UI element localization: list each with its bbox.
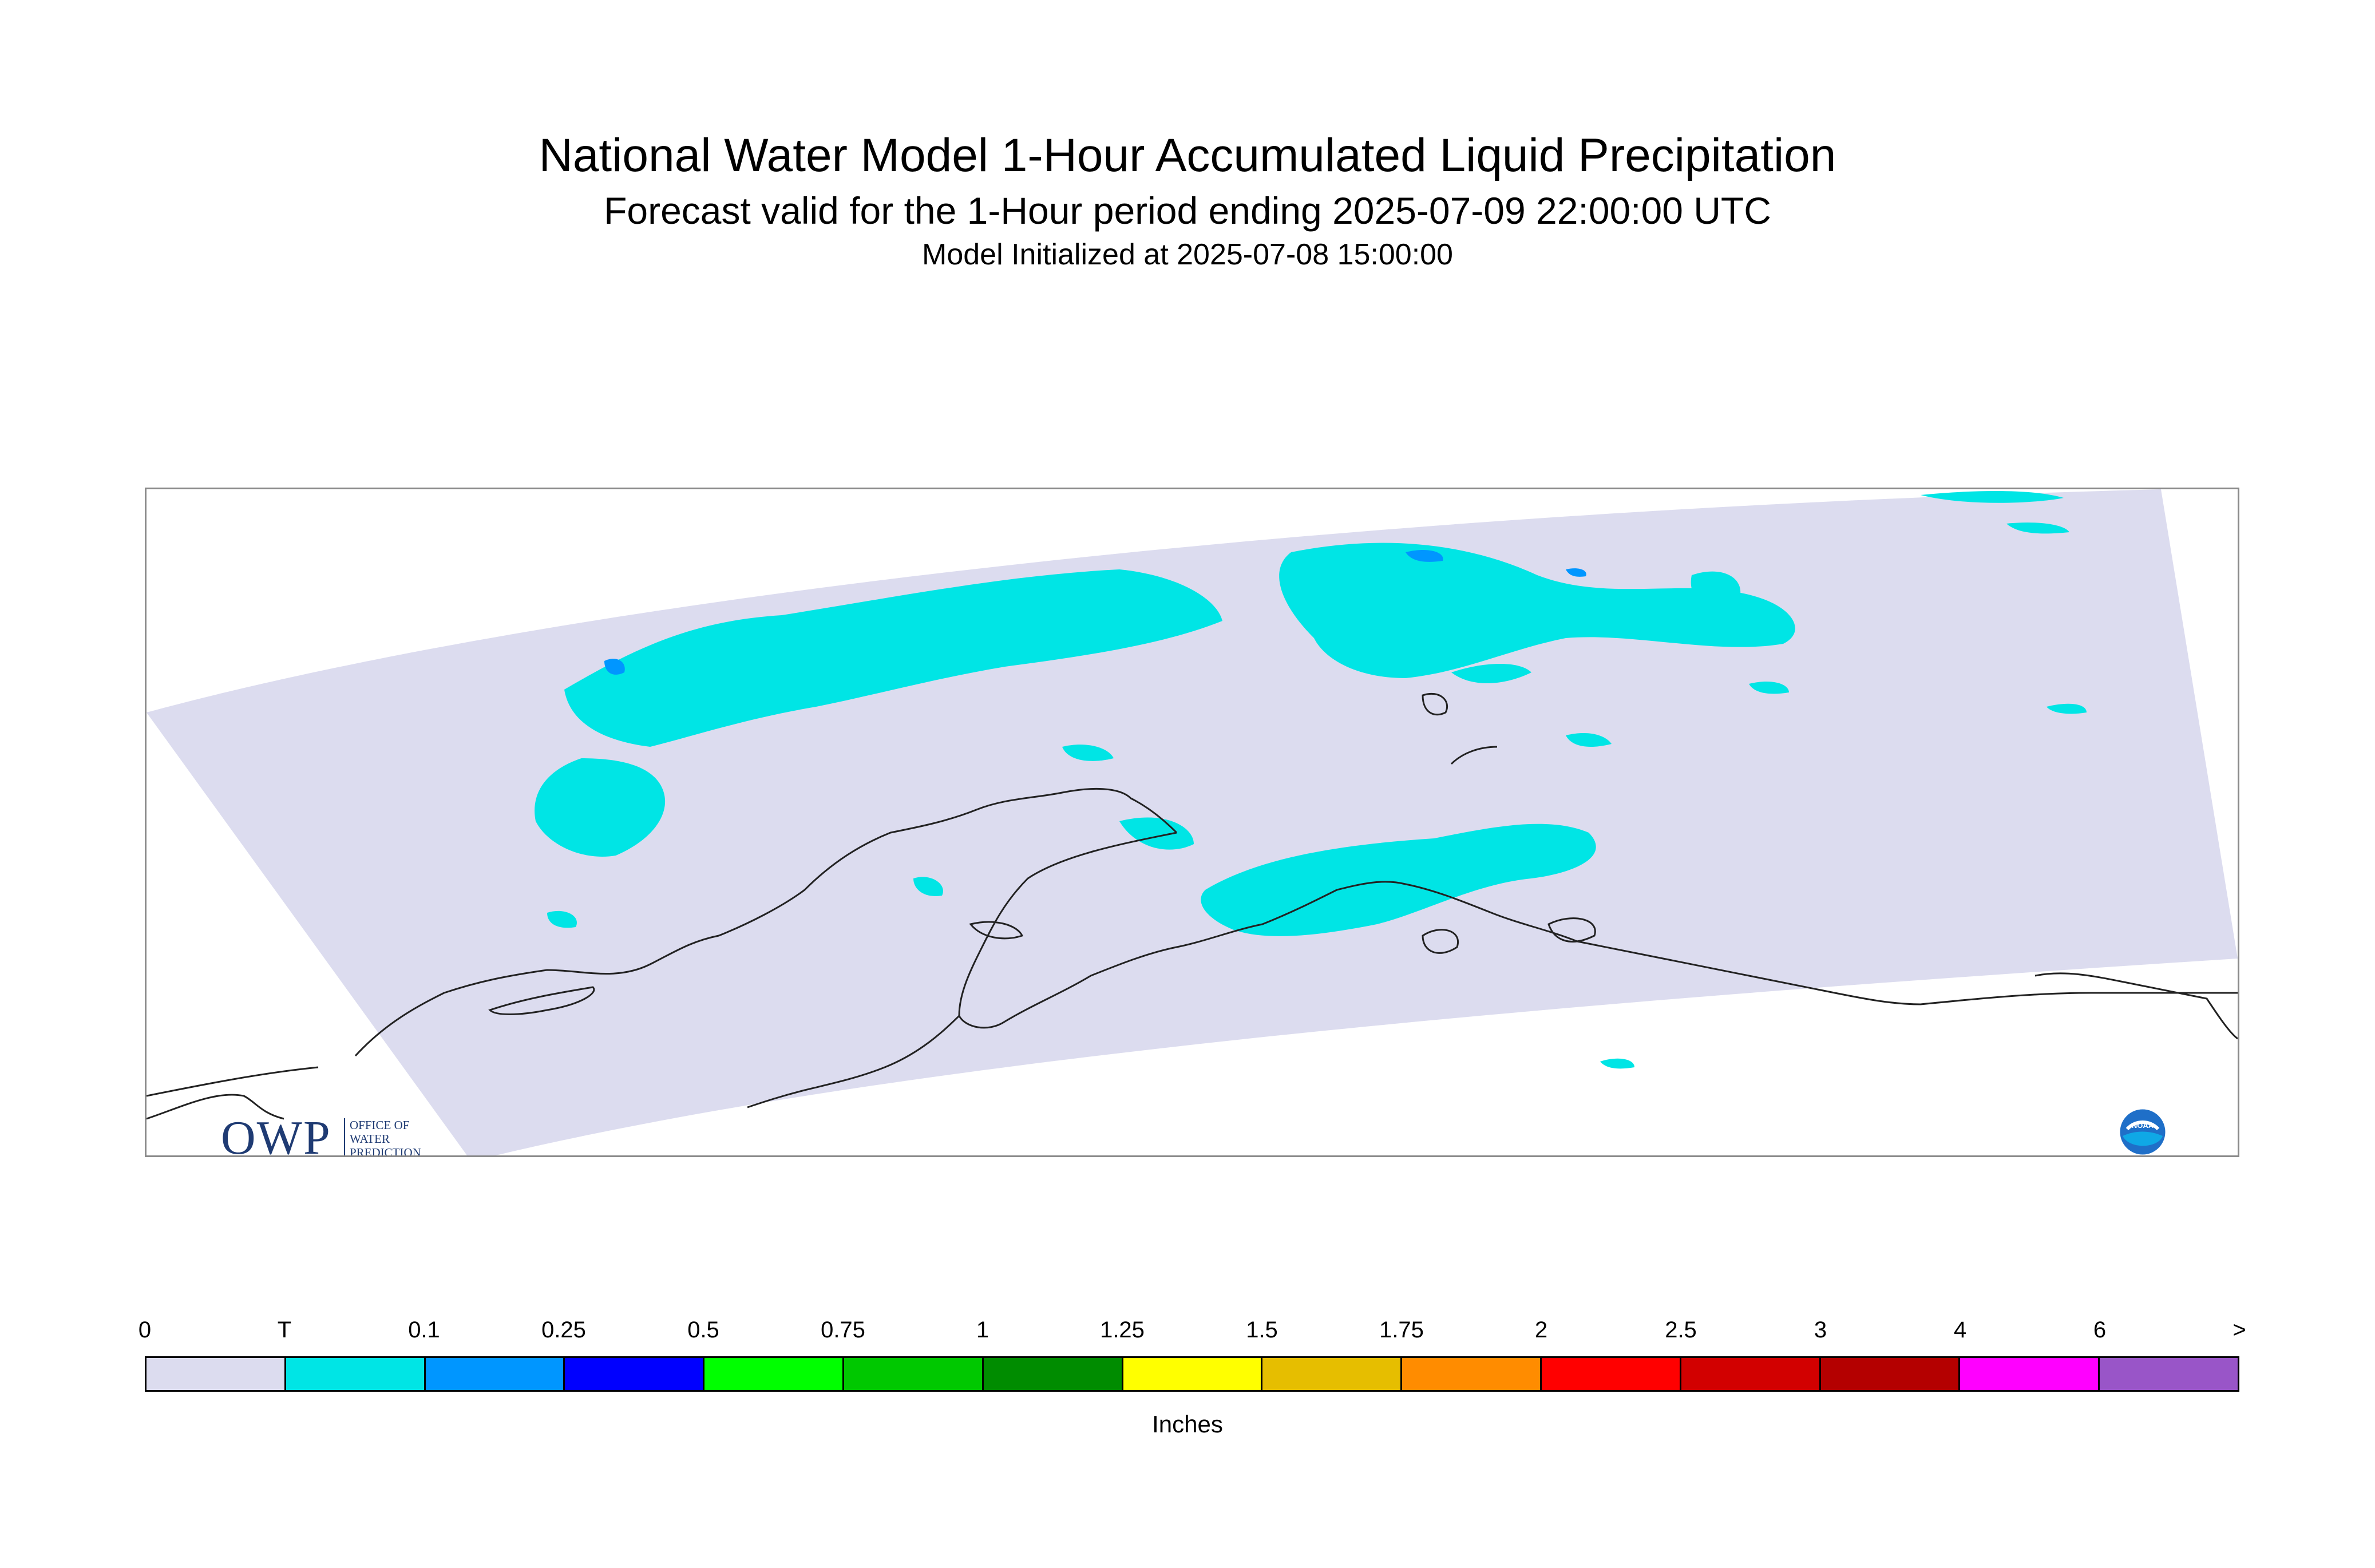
precip-area: [1691, 571, 1741, 608]
legend-swatch: [425, 1358, 565, 1390]
legend-swatch: [286, 1358, 426, 1390]
noaa-text: NOAA: [2132, 1121, 2154, 1130]
precip-area: [913, 877, 943, 896]
coastline: [488, 986, 595, 1015]
legend-tick-label: 2.5: [1665, 1317, 1697, 1343]
precip-area: [1451, 664, 1531, 683]
legend-tick-label: 1: [976, 1317, 989, 1343]
precip-area: [1406, 549, 1443, 562]
precip-area: [1749, 681, 1789, 694]
precip-area: [2047, 703, 2087, 714]
legend-tick-label: 0.75: [821, 1317, 865, 1343]
precip-area: [1566, 568, 1586, 577]
model-init-line: Model Initialized at 2025-07-08 15:00:00: [922, 238, 1453, 271]
legend-tick-label: 1.75: [1379, 1317, 1424, 1343]
legend-swatch: [1820, 1358, 1961, 1390]
color-legend: [145, 1356, 2239, 1392]
model-domain: [147, 489, 2238, 1155]
coastline: [969, 921, 1024, 940]
legend-tick-label: 4: [1953, 1317, 1967, 1343]
coastline: [1450, 746, 1498, 765]
owp-line: WATER: [350, 1132, 390, 1146]
precip-area: [1921, 491, 2064, 503]
coastline: [354, 787, 1178, 1057]
legend-swatch: [565, 1358, 705, 1390]
noaa-logo-icon: NOAA: [2118, 1107, 2167, 1155]
owp-letters: OWP: [221, 1111, 331, 1157]
owp-logo: OWP OFFICE OF WATER PREDICTION: [221, 1110, 576, 1157]
coastlines: [147, 692, 2238, 1120]
precip-area: [1119, 817, 1194, 850]
precip-area: [564, 569, 1222, 747]
map-subtitle: Forecast valid for the 1-Hour period end…: [604, 189, 1771, 232]
legend-swatch: [1681, 1358, 1821, 1390]
legend-swatch: [983, 1358, 1123, 1390]
legend-tick-label: >: [2232, 1317, 2246, 1343]
legend-swatch: [1123, 1358, 1263, 1390]
legend-tick-label: 2: [1534, 1317, 1548, 1343]
legend-tick-label: 1.25: [1100, 1317, 1145, 1343]
precip-area: [547, 910, 577, 928]
coastline: [1004, 881, 2238, 1023]
coastline: [1422, 692, 1448, 716]
map-title: National Water Model 1-Hour Accumulated …: [539, 129, 1836, 181]
legend-tick-label: 6: [2093, 1317, 2107, 1343]
precip-area: [535, 758, 666, 857]
legend-tick-label: 0: [138, 1317, 152, 1343]
legend-tick-label: 3: [1814, 1317, 1827, 1343]
precip-light-areas: [604, 549, 1586, 675]
coastline: [2034, 972, 2238, 1040]
legend-swatch: [1541, 1358, 1681, 1390]
coastline: [747, 1015, 960, 1108]
legend-unit: Inches: [1152, 1411, 1223, 1438]
coastline: [958, 831, 1177, 1029]
legend-swatch: [1262, 1358, 1403, 1390]
coastline: [1547, 917, 1596, 943]
legend-tick-label: 0.25: [541, 1317, 586, 1343]
map-panel: OWP OFFICE OF WATER PREDICTION NOAA: [145, 488, 2239, 1157]
legend-tick-label: T: [277, 1317, 292, 1343]
legend-swatch: [704, 1358, 844, 1390]
owp-line: OFFICE OF: [350, 1118, 410, 1132]
coastline: [147, 1094, 284, 1120]
legend-swatch: [844, 1358, 984, 1390]
legend-swatch: [1960, 1358, 2100, 1390]
legend-tick-label: 1.5: [1246, 1317, 1278, 1343]
map-canvas: [147, 489, 2238, 1155]
legend-tick-label: 0.5: [687, 1317, 719, 1343]
precip-area: [1279, 543, 1795, 678]
precip-area: [1062, 745, 1114, 761]
precip-area: [604, 659, 625, 675]
coastline: [1422, 929, 1459, 954]
precip-area: [1566, 732, 1612, 747]
precip-area: [1600, 1058, 1634, 1069]
precip-area: [2006, 522, 2069, 534]
coastline: [147, 1066, 319, 1097]
owp-line: PREDICTION: [350, 1146, 421, 1157]
legend-swatch: [1402, 1358, 1542, 1390]
legend-swatch: [147, 1358, 286, 1390]
legend-labels: 0 T 0.1 0.25 0.5 0.75 1 1.25 1.5 1.75 2 2.5 3 4 6 >: [138, 1317, 2246, 1346]
legend-swatch: [2100, 1358, 2238, 1390]
owp-subtitle: OFFICE OF WATER PREDICTION: [344, 1118, 421, 1157]
legend-tick-label: 0.1: [408, 1317, 440, 1343]
